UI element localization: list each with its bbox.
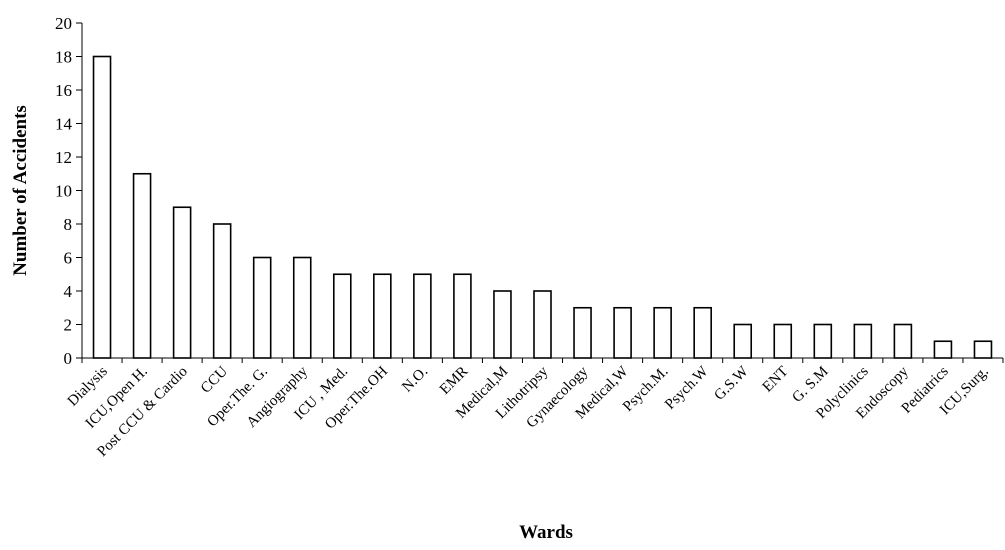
bar [933, 340, 953, 359]
y-tick-label: 8 [64, 215, 73, 234]
y-axis-title: Number of Accidents [10, 105, 31, 276]
bar [693, 306, 712, 359]
bar [853, 323, 873, 359]
bar [973, 340, 993, 359]
bar [332, 273, 352, 359]
y-tick-label: 16 [55, 81, 72, 100]
y-tick-label: 0 [64, 349, 73, 368]
x-tick-label: EMR [437, 364, 471, 398]
y-tick-label: 20 [55, 14, 72, 33]
y-tick-label: 2 [64, 316, 73, 335]
bar [172, 206, 192, 359]
x-tick-label: Psych.W [662, 363, 712, 413]
y-tick-label: 14 [55, 115, 73, 134]
bar [533, 290, 552, 359]
y-tick-label: 10 [55, 182, 72, 201]
bar [893, 323, 913, 359]
bar [733, 323, 753, 359]
y-axis: 0 2 4 6 8 10 12 14 16 18 20 [55, 14, 83, 368]
bar [92, 55, 112, 359]
x-tick-label: N.O. [399, 364, 431, 396]
x-tick-label: ENT [760, 364, 792, 396]
bar [653, 306, 672, 359]
y-tick-label: 4 [64, 282, 73, 301]
bars [92, 55, 993, 359]
bar [453, 273, 472, 359]
y-tick-label: 18 [55, 48, 72, 67]
bar [252, 256, 272, 359]
bar [212, 223, 232, 359]
bar [292, 256, 312, 359]
bar [493, 290, 512, 359]
bar [413, 273, 432, 359]
bar [373, 273, 392, 359]
x-tick-label: G.S.W [711, 363, 752, 404]
y-tick-label: 12 [55, 148, 72, 167]
bar [613, 306, 632, 359]
x-axis-title: Wards [519, 522, 573, 543]
bar [773, 323, 793, 359]
bar [813, 323, 833, 359]
x-tick-label: CCU [198, 363, 231, 396]
bar [573, 306, 592, 359]
y-tick-label: 6 [64, 249, 73, 268]
bar [132, 172, 152, 359]
